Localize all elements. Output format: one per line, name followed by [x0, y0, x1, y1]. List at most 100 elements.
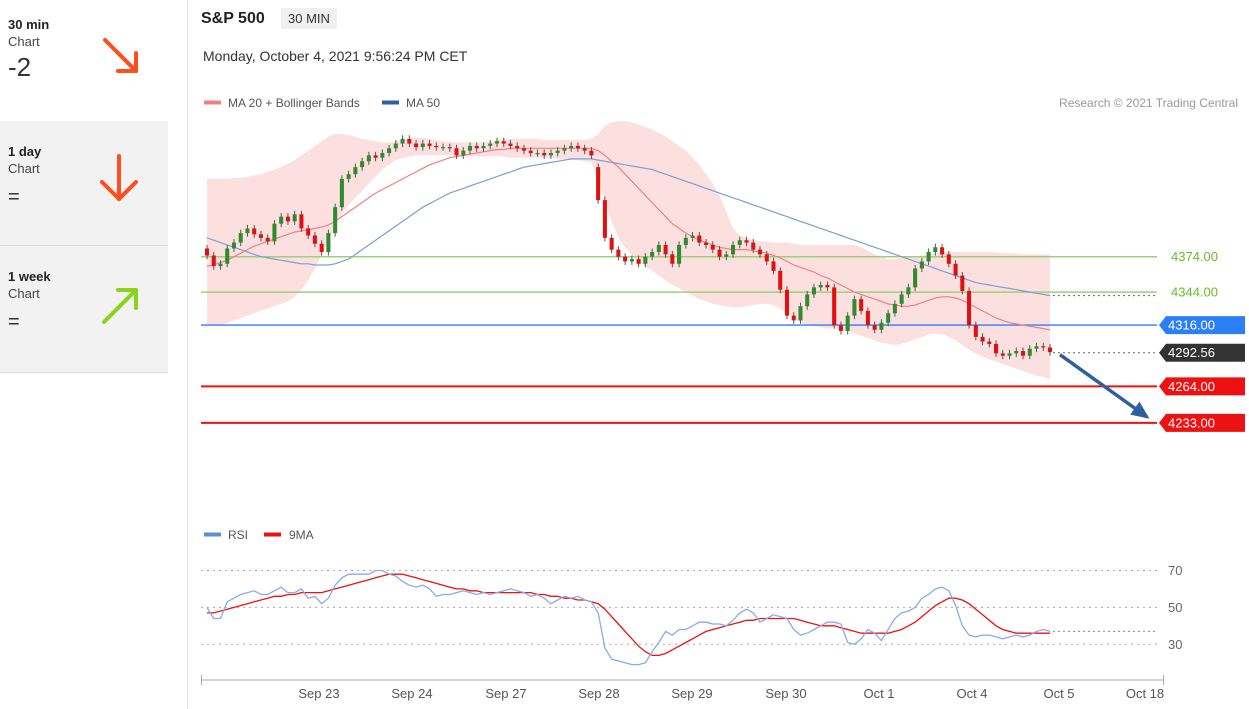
candle-body — [245, 228, 250, 234]
candle-body — [677, 244, 682, 264]
candle-body — [488, 143, 493, 146]
candle-body — [784, 289, 790, 316]
candle-body — [258, 234, 263, 238]
candle-body — [441, 147, 446, 149]
candle-body — [535, 153, 540, 155]
candle-body — [710, 244, 715, 250]
price-tags-layer: 4374.00 4344.00 4316.00 4292.56 4264.00 4233.… — [1159, 249, 1245, 432]
candle-body — [596, 167, 601, 201]
candle-body — [1014, 351, 1019, 354]
candle-body — [886, 313, 891, 323]
candle-body — [838, 325, 843, 331]
candle-body — [528, 150, 533, 153]
candle-body — [906, 287, 911, 295]
candle-body — [319, 243, 324, 252]
legend-label-ma50: MA 50 — [406, 96, 440, 110]
candle-body — [859, 299, 864, 311]
price-levels-layer — [201, 255, 1157, 424]
candle-body — [704, 242, 709, 245]
timeframe-1week-card[interactable]: 1 week Chart = — [0, 246, 168, 373]
candle-body — [811, 287, 816, 295]
candle-body — [211, 255, 216, 267]
candle-body — [1047, 347, 1053, 353]
timeframe-chart-label: Chart — [8, 161, 40, 176]
x-tick-label: Sep 29 — [671, 686, 712, 701]
candle-body — [265, 237, 270, 242]
candle-body — [764, 254, 769, 262]
resistance-label: 4344.00 — [1171, 285, 1218, 300]
candle-body — [238, 233, 243, 243]
candle-body — [623, 256, 628, 262]
candle-body — [656, 244, 661, 252]
candle-body — [548, 153, 553, 156]
target-price-tag — [1159, 413, 1245, 432]
rsi-grid: 70 50 30 — [201, 563, 1182, 652]
candle-body — [744, 240, 749, 243]
candle-body — [940, 247, 945, 255]
candle-body — [636, 259, 641, 264]
candle-body — [805, 294, 810, 307]
candle-body — [771, 261, 776, 271]
candle-body — [299, 214, 304, 229]
candle-body — [521, 148, 526, 151]
candle-body — [366, 155, 371, 162]
candle-body — [346, 174, 351, 179]
candle-body — [467, 145, 473, 151]
candle-body — [1007, 353, 1012, 356]
candle-body — [690, 235, 695, 238]
candle-body — [272, 223, 277, 242]
target-price-label: 4264.00 — [1168, 379, 1215, 394]
candle-body — [339, 178, 344, 208]
candle-body — [420, 143, 425, 148]
candle-body — [1000, 353, 1005, 356]
candle-body — [218, 263, 223, 267]
bollinger-band-area — [207, 121, 1050, 380]
timeframe-chart-label: Chart — [8, 34, 40, 49]
candle-body — [724, 254, 729, 257]
candle-body — [454, 148, 459, 156]
x-tick-label: Oct 4 — [956, 686, 987, 701]
arrow-down-icon — [100, 154, 138, 201]
last-price-label: 4292.56 — [1168, 345, 1215, 360]
candle-body — [825, 285, 830, 288]
candle-body — [373, 155, 378, 158]
candle-body — [818, 285, 823, 288]
timeframe-badge[interactable]: 30 MIN — [281, 8, 337, 29]
x-tick-label: Oct 5 — [1043, 686, 1074, 701]
candle-body — [589, 150, 594, 156]
candle-body — [1034, 346, 1039, 349]
rsi-tick-label: 70 — [1168, 563, 1182, 578]
rsi-tick-label: 50 — [1168, 600, 1182, 615]
chart-datetime: Monday, October 4, 2021 9:56:24 PM CET — [203, 48, 468, 64]
candle-body — [872, 325, 877, 330]
x-tick-label: Oct 1 — [863, 686, 894, 701]
timeframe-sidebar: 30 min Chart -2 1 day Chart = 1 week Cha… — [0, 0, 168, 373]
candle-body — [393, 143, 398, 149]
candle-body — [400, 138, 405, 144]
arrow-up-right-icon — [102, 288, 138, 324]
candle-body — [967, 290, 972, 326]
candle-body — [602, 200, 607, 238]
candle-body — [306, 228, 311, 236]
candle-body — [501, 141, 506, 144]
projection-layer — [1058, 353, 1150, 419]
candle-body — [926, 252, 931, 262]
candle-body — [609, 237, 614, 250]
timeframe-1day-card[interactable]: 1 day Chart = — [0, 121, 168, 246]
ma20-line — [206, 147, 1051, 331]
candle-body — [326, 233, 331, 252]
candle-body — [960, 275, 965, 291]
timeframe-30min-card[interactable]: 30 min Chart -2 — [0, 0, 168, 125]
instrument-title: S&P 500 — [201, 10, 265, 27]
candle-body — [892, 303, 897, 314]
candle-body — [508, 143, 513, 146]
projection-arrow-head — [1130, 401, 1150, 419]
timeframe-score: -2 — [8, 52, 32, 82]
pivot-price-tag — [1159, 316, 1245, 335]
candle-body — [427, 143, 432, 146]
candle-body — [1027, 348, 1032, 356]
candle-body — [360, 161, 365, 168]
candle-body — [946, 254, 951, 264]
candle-body — [953, 263, 958, 276]
